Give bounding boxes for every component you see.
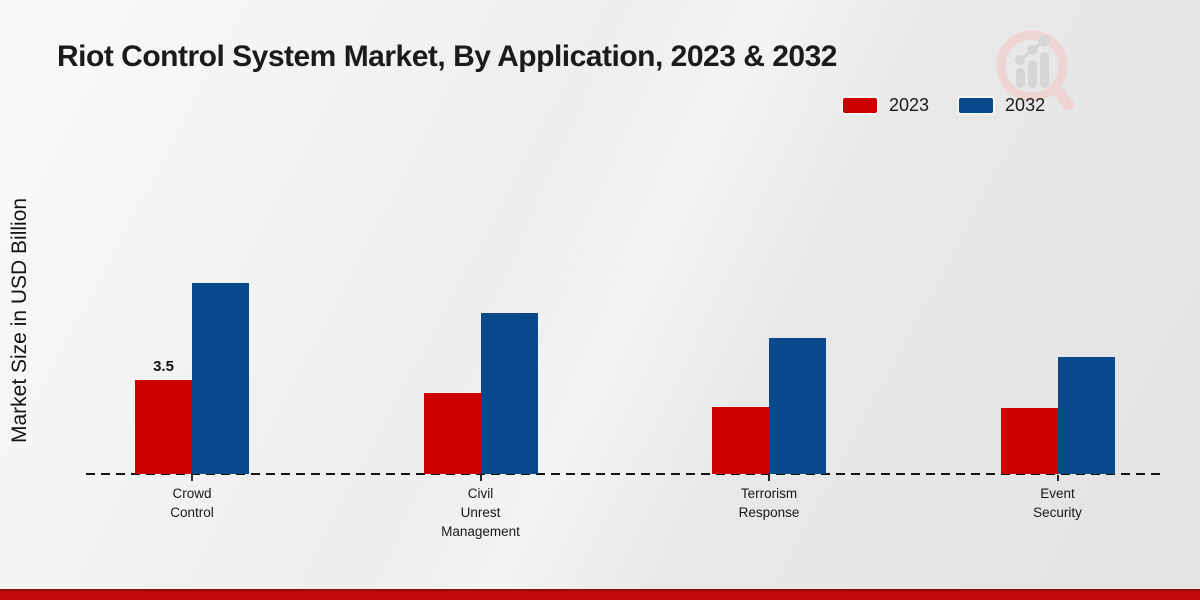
data-label-2023-crowd-control: 3.5 <box>153 357 174 375</box>
category-label-event-security: Event Security <box>1033 486 1082 520</box>
bar-2023-civil-unrest-management <box>423 393 481 474</box>
bar-2032-terrorism-response <box>769 338 826 474</box>
bar-2023-crowd-control <box>135 379 192 474</box>
page-title: Riot Control System Market, By Applicati… <box>57 40 837 73</box>
bar-2023-event-security <box>1000 408 1058 474</box>
category-label-civil-unrest-management: Civil Unrest Management <box>441 486 520 539</box>
x-axis-baseline <box>86 473 1166 475</box>
legend: 2023 2032 <box>843 95 1045 116</box>
legend-label-2023: 2023 <box>889 95 930 115</box>
legend-item-2032: 2032 <box>959 95 1045 116</box>
bottom-stripe <box>0 589 1200 600</box>
bar-2023-terrorism-response <box>712 406 769 474</box>
axis-tick-civil-unrest-management <box>479 475 482 481</box>
axis-tick-crowd-control <box>191 475 193 481</box>
legend-item-2023: 2023 <box>843 95 929 116</box>
axis-tick-event-security <box>1056 475 1059 481</box>
bar-2032-event-security <box>1057 356 1115 474</box>
legend-label-2032: 2032 <box>1005 95 1046 115</box>
bar-2032-crowd-control <box>192 283 249 474</box>
bar-2032-civil-unrest-management <box>480 312 538 474</box>
legend-swatch-2023 <box>843 98 877 113</box>
category-label-terrorism-response: Terrorism Response <box>738 486 800 520</box>
category-label-crowd-control: Crowd Control <box>170 486 214 520</box>
axis-tick-terrorism-response <box>768 475 770 481</box>
legend-swatch-2032 <box>959 98 994 113</box>
brand-watermark-magnifier-icon <box>996 30 1075 111</box>
